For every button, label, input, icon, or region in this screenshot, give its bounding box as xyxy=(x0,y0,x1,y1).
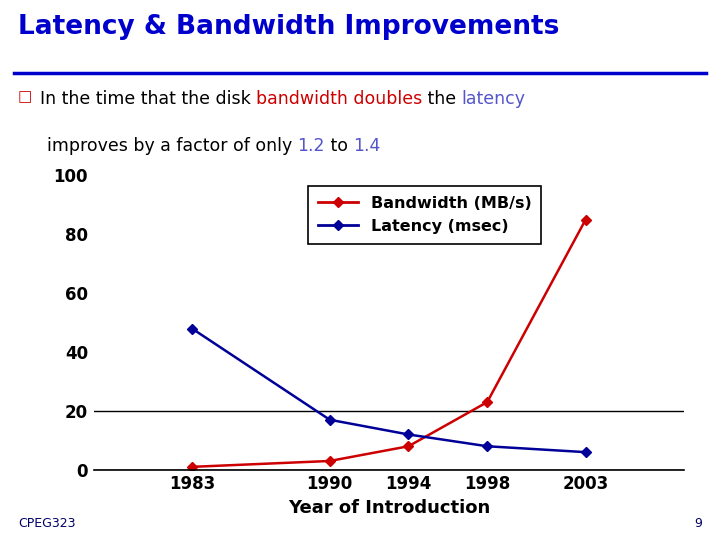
Text: latency: latency xyxy=(462,90,526,107)
Latency (msec) xyxy=(325,416,334,423)
Latency (msec) xyxy=(404,431,413,438)
Text: bandwidth doubles: bandwidth doubles xyxy=(256,90,422,107)
Latency (msec) xyxy=(188,325,197,332)
Legend: Bandwidth (MB/s), Latency (msec): Bandwidth (MB/s), Latency (msec) xyxy=(308,186,541,244)
Text: 9: 9 xyxy=(694,517,702,530)
Latency (msec) xyxy=(483,443,492,449)
Line: Bandwidth (MB/s): Bandwidth (MB/s) xyxy=(189,216,589,470)
Text: 1.2: 1.2 xyxy=(297,137,325,155)
Text: the: the xyxy=(422,90,462,107)
Text: In the time that the disk: In the time that the disk xyxy=(40,90,256,107)
Text: 1.4: 1.4 xyxy=(354,137,381,155)
Text: Latency & Bandwidth Improvements: Latency & Bandwidth Improvements xyxy=(18,14,559,40)
Bandwidth (MB/s) xyxy=(581,217,590,223)
Bandwidth (MB/s) xyxy=(325,458,334,464)
Line: Latency (msec): Latency (msec) xyxy=(189,325,589,456)
Text: improves by a factor of only: improves by a factor of only xyxy=(47,137,297,155)
Text: CPEG323: CPEG323 xyxy=(18,517,76,530)
Text: □: □ xyxy=(18,90,32,105)
Latency (msec) xyxy=(581,449,590,455)
Bandwidth (MB/s) xyxy=(483,399,492,406)
Bandwidth (MB/s) xyxy=(188,464,197,470)
X-axis label: Year of Introduction: Year of Introduction xyxy=(288,499,490,517)
Text: to: to xyxy=(325,137,354,155)
Bandwidth (MB/s) xyxy=(404,443,413,449)
